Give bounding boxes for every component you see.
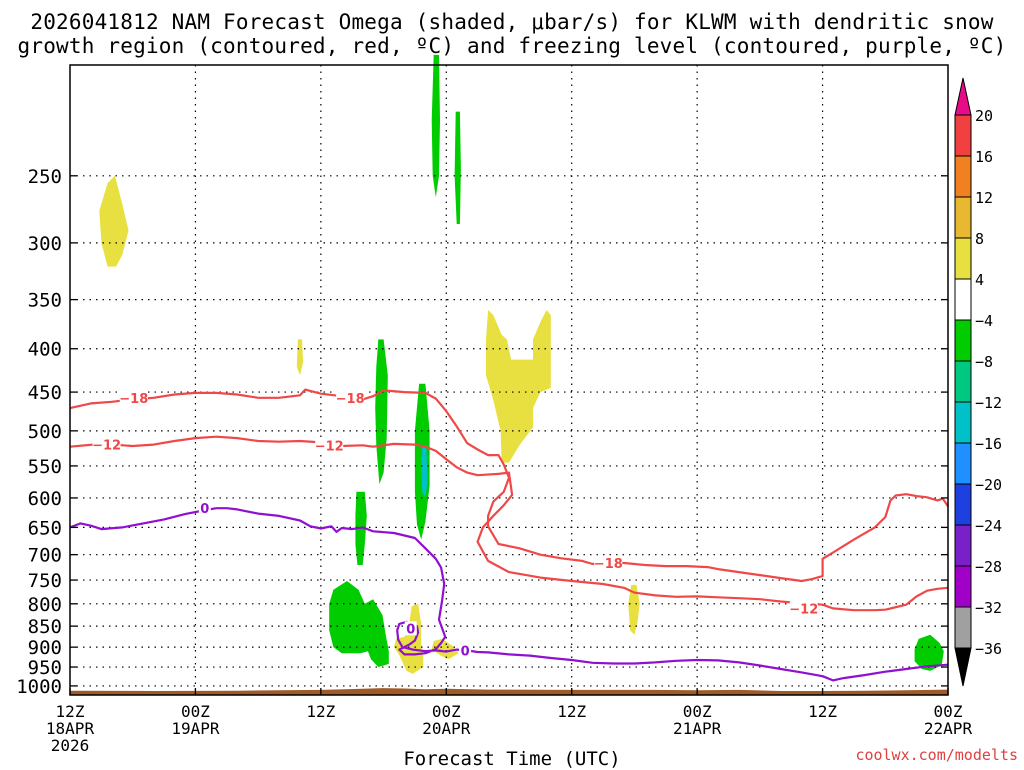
contour-label-bg-5 <box>789 601 818 616</box>
contour-label-bg-4 <box>315 438 344 453</box>
y-tick-label-900: 900 <box>28 637 62 659</box>
colorbar-label-3: 8 <box>975 230 984 248</box>
x-tick-label-72-0: 12Z <box>808 702 837 721</box>
x-tick-label-36-1: 20APR <box>422 719 471 738</box>
contour-label-6: 0 <box>200 502 209 517</box>
colorbar-segment-12 <box>954 565 972 608</box>
colorbar-segment-2 <box>954 155 972 198</box>
omega-shade-13 <box>914 634 944 671</box>
contour-0 <box>69 507 949 682</box>
colorbar-segment-8 <box>954 401 972 444</box>
x-tick-label-48-0: 12Z <box>557 702 586 721</box>
contour-label-bg-3 <box>92 437 121 452</box>
contour-label-7: 0 <box>406 622 415 637</box>
y-tick-label-550: 550 <box>28 456 62 478</box>
y-tick-label-1000: 1000 <box>16 676 62 698</box>
y-tick-label-350: 350 <box>28 290 62 312</box>
x-tick-label-84-1: 22APR <box>924 719 973 738</box>
colorbar-label-5: −4 <box>975 312 993 330</box>
colorbar-label-10: −24 <box>975 517 1002 535</box>
colorbar-segment-10 <box>954 483 972 526</box>
colorbar-label-6: −8 <box>975 353 993 371</box>
contour-label-bg-0 <box>119 390 148 405</box>
colorbar-label-12: −32 <box>975 599 1002 617</box>
colorbar-bottom-arrow <box>954 647 972 687</box>
x-tick-label-12-1: 19APR <box>171 719 220 738</box>
x-tick-label-0-1: 18APR <box>46 719 95 738</box>
omega-shade-0 <box>99 175 129 267</box>
contour-label-2: −18 <box>594 557 623 572</box>
x-axis-label: Forecast Time (UTC) <box>403 748 621 770</box>
contour-label-bg-7 <box>404 621 417 636</box>
colorbar-label-11: −28 <box>975 558 1002 576</box>
y-tick-label-400: 400 <box>28 339 62 361</box>
colorbar-segment-9 <box>954 442 972 485</box>
y-tick-label-650: 650 <box>28 517 62 539</box>
colorbar-label-1: 16 <box>975 148 993 166</box>
x-tick-label-84-0: 00Z <box>934 702 963 721</box>
y-tick-label-950: 950 <box>28 657 62 679</box>
colorbar-segment-11 <box>954 524 972 567</box>
contour-label-bg-1 <box>336 390 365 405</box>
contour-label-0: −18 <box>119 392 148 407</box>
contour-label-bg-8 <box>459 643 472 658</box>
x-tick-label-60-0: 00Z <box>683 702 712 721</box>
contour--12 <box>69 435 949 612</box>
colorbar-label-7: −12 <box>975 394 1002 412</box>
colorbar-segment-5 <box>954 278 972 321</box>
omega-shade-3 <box>454 111 461 224</box>
chart-title-line-1: 2026041812 NAM Forecast Omega (shaded, μ… <box>30 10 994 34</box>
x-tick-label-24-0: 12Z <box>306 702 335 721</box>
colorbar-segment-3 <box>954 196 972 239</box>
x-tick-label-12-0: 00Z <box>181 702 210 721</box>
contour-label-8: 0 <box>461 644 470 659</box>
omega-shade-11 <box>431 638 459 660</box>
contour-label-bg-2 <box>594 555 623 570</box>
colorbar-label-0: 20 <box>975 107 993 125</box>
colorbar-label-2: 12 <box>975 189 993 207</box>
omega-shade-9 <box>329 581 389 667</box>
y-tick-label-250: 250 <box>28 166 62 188</box>
x-tick-label-36-0: 00Z <box>432 702 461 721</box>
colorbar-top-arrow <box>954 77 972 116</box>
y-tick-label-750: 750 <box>28 570 62 592</box>
x-tick-label-0-2: 2026 <box>51 736 90 755</box>
colorbar-segment-6 <box>954 319 972 362</box>
contour-label-bg-6 <box>198 501 211 516</box>
contour-label-5: −12 <box>789 602 818 617</box>
contour-label-4: −12 <box>315 439 344 454</box>
x-tick-label-0-0: 12Z <box>56 702 85 721</box>
colorbar-segment-4 <box>954 237 972 280</box>
y-tick-label-300: 300 <box>28 233 62 255</box>
omega-shade-4 <box>486 310 551 463</box>
colorbar-label-9: −20 <box>975 476 1002 494</box>
colorbar-segment-1 <box>954 114 972 157</box>
y-tick-label-500: 500 <box>28 421 62 443</box>
y-tick-label-700: 700 <box>28 545 62 567</box>
omega-shade-7 <box>421 445 428 498</box>
x-tick-label-60-1: 21APR <box>673 719 722 738</box>
chart-title-line-2: growth region (contoured, red, ºC) and f… <box>17 34 1007 58</box>
y-tick-label-850: 850 <box>28 616 62 638</box>
plot-frame <box>69 64 949 696</box>
y-tick-label-600: 600 <box>28 488 62 510</box>
omega-shade-12 <box>628 584 640 635</box>
y-tick-label-450: 450 <box>28 382 62 404</box>
omega-shade-2 <box>431 54 440 198</box>
contour-label-3: −12 <box>92 439 121 454</box>
omega-shade-1 <box>296 339 304 376</box>
contour-label-1: −18 <box>336 392 365 407</box>
y-tick-label-800: 800 <box>28 594 62 616</box>
omega-shade-5 <box>375 339 388 485</box>
colorbar-label-4: 4 <box>975 271 984 289</box>
colorbar-label-8: −16 <box>975 435 1002 453</box>
colorbar-label-13: −36 <box>975 640 1002 658</box>
terrain-fill <box>70 688 948 695</box>
colorbar-segment-13 <box>954 606 972 649</box>
colorbar-segment-7 <box>954 360 972 403</box>
site-credit: coolwx.com/modelts <box>855 746 1018 764</box>
